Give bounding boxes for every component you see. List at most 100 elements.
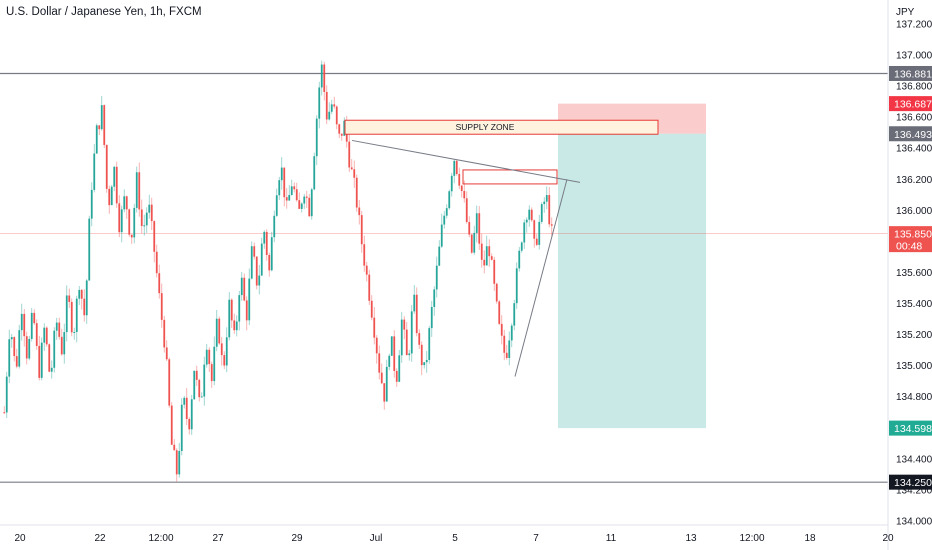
candle xyxy=(70,298,73,337)
candle-body xyxy=(105,144,108,189)
candle xyxy=(35,319,38,350)
candle-body xyxy=(433,289,436,307)
candle-body xyxy=(228,299,231,338)
candle xyxy=(25,331,28,365)
candle xyxy=(408,349,411,361)
candle xyxy=(73,327,76,340)
time-tick-label: 22 xyxy=(94,533,106,544)
candle-body xyxy=(365,265,368,275)
candle xyxy=(475,205,478,243)
candle-body xyxy=(533,220,536,239)
candle xyxy=(155,244,158,278)
supply-zone-label: SUPPLY ZONE xyxy=(456,122,515,132)
candle-body xyxy=(143,225,146,227)
candle-body xyxy=(175,450,178,475)
candle xyxy=(225,327,228,373)
candle xyxy=(140,199,143,234)
candle-body xyxy=(313,156,316,190)
candle-body xyxy=(60,336,63,355)
candle-body xyxy=(380,372,383,384)
candle xyxy=(405,321,408,356)
candle-body xyxy=(208,349,211,365)
candle-body xyxy=(260,243,263,276)
retest-zone-box[interactable] xyxy=(462,169,558,185)
candle xyxy=(398,349,401,383)
candle-body xyxy=(393,336,396,371)
candle xyxy=(158,264,161,299)
candle xyxy=(310,187,313,220)
position-zones xyxy=(558,103,706,429)
candle xyxy=(83,289,86,322)
candle xyxy=(288,185,291,201)
candle xyxy=(490,253,493,261)
time-tick-label: 13 xyxy=(685,533,697,544)
candle-body xyxy=(290,186,293,195)
candle xyxy=(58,317,61,340)
time-tick-label: Jul xyxy=(370,533,383,544)
candle-body xyxy=(453,160,456,176)
candle-body xyxy=(505,352,508,358)
candle-body xyxy=(198,379,201,398)
candle xyxy=(433,286,436,316)
candle-body xyxy=(58,322,61,337)
candle-body xyxy=(360,215,363,245)
candle-body xyxy=(493,259,496,284)
candle-body xyxy=(385,366,388,402)
chart-title: U.S. Dollar / Japanese Yen, 1h, FXCM xyxy=(6,6,202,18)
candle-body xyxy=(193,370,196,400)
candle xyxy=(323,61,326,101)
candle-body xyxy=(430,306,433,329)
candle-body xyxy=(523,222,526,243)
candle-body xyxy=(405,329,408,356)
candle-body xyxy=(513,303,516,326)
candle-body xyxy=(50,367,53,372)
candle xyxy=(478,206,481,250)
candle-body xyxy=(235,321,238,331)
candle xyxy=(520,241,523,253)
price-tick-label: 135.000 xyxy=(896,361,932,372)
candle-body xyxy=(535,238,538,245)
descending-trendline[interactable] xyxy=(351,139,581,183)
candle xyxy=(523,219,526,249)
candle-body xyxy=(225,337,228,366)
candle-body xyxy=(340,133,343,136)
candle xyxy=(110,184,113,206)
candle-body xyxy=(28,338,31,359)
candle xyxy=(548,187,551,228)
candle xyxy=(280,157,283,190)
candle xyxy=(178,442,181,478)
candle xyxy=(175,448,178,482)
candle xyxy=(435,256,438,298)
candle-body xyxy=(295,189,298,201)
candle-body xyxy=(310,189,313,217)
candle-body xyxy=(423,362,426,366)
candle-body xyxy=(460,185,463,191)
candle-body xyxy=(80,289,83,299)
take-profit-zone[interactable] xyxy=(558,133,706,429)
candle xyxy=(395,368,398,387)
candle xyxy=(30,308,33,342)
candle-body xyxy=(218,318,221,344)
candle xyxy=(443,210,446,229)
drawings[interactable]: SUPPLY ZONE xyxy=(344,119,659,377)
supply-zone-box[interactable] xyxy=(344,119,659,135)
price-tick-label: 135.200 xyxy=(896,330,932,341)
candle xyxy=(528,205,531,227)
ascending-trendline[interactable] xyxy=(514,179,568,377)
horizontal-levels[interactable] xyxy=(0,72,888,483)
candle-body xyxy=(118,203,121,233)
candle xyxy=(538,214,541,250)
candle xyxy=(465,191,468,224)
candle xyxy=(335,105,338,130)
candle-body xyxy=(48,344,51,372)
candle-body xyxy=(178,451,181,475)
candle-body xyxy=(473,232,476,253)
candle xyxy=(320,60,323,96)
candle-body xyxy=(113,166,116,187)
candle-body xyxy=(13,337,16,357)
candle-body xyxy=(410,311,413,354)
candle xyxy=(253,242,256,260)
candle xyxy=(8,329,11,384)
candle xyxy=(213,336,216,386)
